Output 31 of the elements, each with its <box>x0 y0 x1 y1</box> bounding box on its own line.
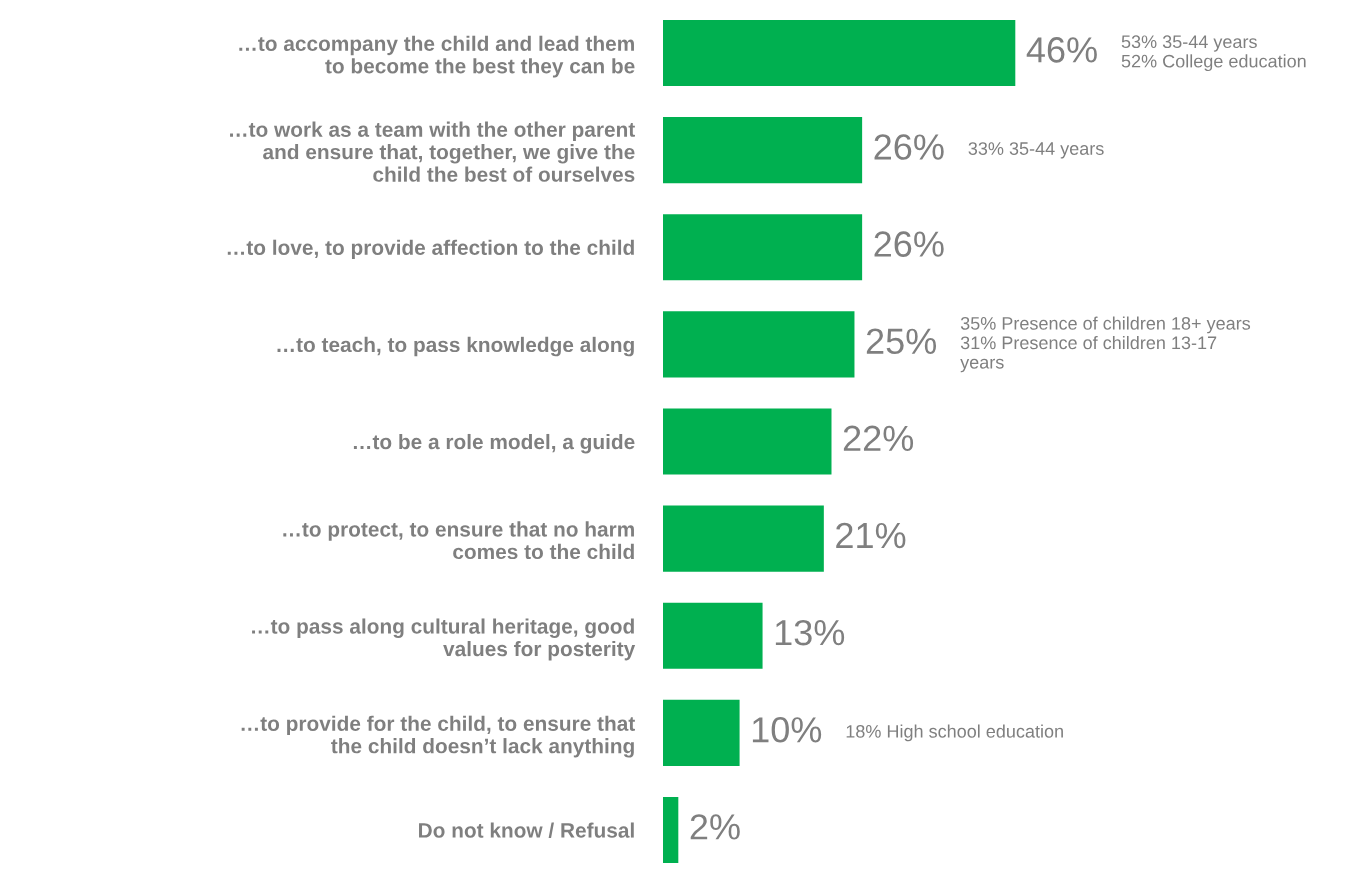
annotation: 18% High school education <box>846 724 1063 742</box>
bar <box>663 699 740 766</box>
y-tick-label: …to protect, to ensure that no harm comes to the child <box>283 521 634 560</box>
data-label: 13% <box>775 619 845 646</box>
y-tick-label: …to provide for the child, to ensure that the child doesn’t lack anything <box>241 715 635 758</box>
bar <box>663 602 763 669</box>
text: 53% 35-44 years 52% College education <box>1121 35 1306 72</box>
bar <box>663 311 855 378</box>
bar <box>663 19 1016 86</box>
data-label: 2% <box>690 814 740 840</box>
y-tick-label: …to love, to provide affection to the child <box>227 239 634 260</box>
y-tick-label: …to pass along cultural heritage, good values for posterity <box>252 618 636 661</box>
y-tick-label: …to teach, to pass knowledge along <box>277 336 634 357</box>
data-label: 26% <box>874 134 944 160</box>
data-label: 10% <box>752 717 822 743</box>
annotation: 35% Presence of children 18+ years 31% Presence of children 13-17 years <box>960 316 1251 373</box>
data-label: 21% <box>836 522 906 549</box>
data-label: 22% <box>843 425 914 452</box>
y-tick-label: Do not know / Refusal <box>419 822 634 838</box>
data-label: 46% <box>1026 37 1097 63</box>
y-tick-label: …to work as a team with the other parent and ensure that, together, we give the child the best of ourselves <box>230 121 635 182</box>
bar <box>663 117 863 184</box>
bar <box>663 797 679 864</box>
y-tick-label: …to be a role model, a guide <box>353 433 635 454</box>
annotation: 33% 35-44 years <box>968 142 1104 159</box>
data-label: 25% <box>866 328 937 355</box>
data-label: 26% <box>874 231 944 257</box>
bar <box>663 408 832 475</box>
bar <box>663 214 863 281</box>
bar <box>663 505 824 572</box>
y-tick-label: …to accompany the child and lead them to become the best they can be <box>239 35 635 78</box>
